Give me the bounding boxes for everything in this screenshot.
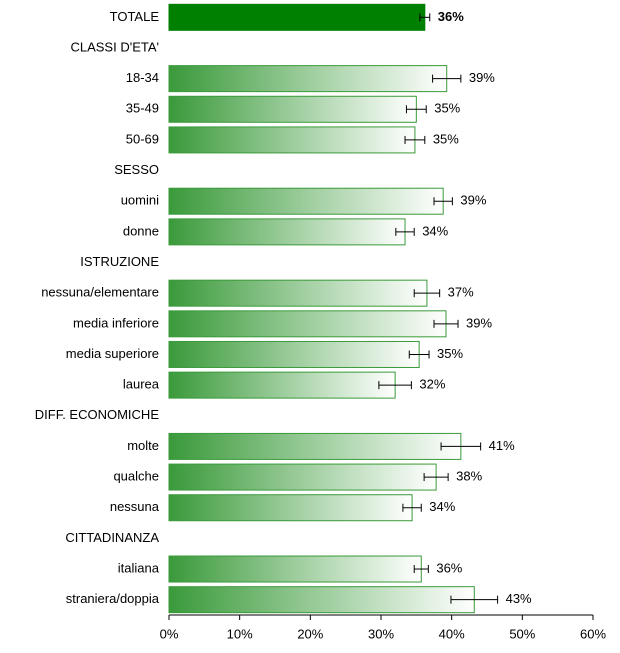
- value-label: 38%: [456, 469, 482, 484]
- y-tick-label: SESSO: [114, 162, 159, 177]
- x-tick-label: 60%: [580, 626, 606, 641]
- value-label: 35%: [434, 101, 460, 116]
- value-label: 32%: [419, 377, 445, 392]
- y-tick-label: TOTALE: [110, 9, 160, 24]
- error-bar: [402, 503, 422, 512]
- bar: [168, 432, 462, 460]
- x-tick-label: 40%: [439, 626, 465, 641]
- bar: [168, 371, 396, 399]
- bar: [168, 494, 413, 522]
- bar: [168, 586, 475, 614]
- value-label: 39%: [469, 70, 495, 85]
- value-label: 36%: [436, 560, 462, 575]
- error-bar: [408, 350, 430, 359]
- bar: [168, 187, 444, 215]
- value-label: 41%: [489, 438, 515, 453]
- y-tick-label: italiana: [118, 560, 160, 575]
- error-bar: [432, 74, 462, 83]
- error-bar: [433, 197, 453, 206]
- y-tick-label: donne: [123, 223, 159, 238]
- error-bar: [378, 381, 412, 390]
- value-label: 34%: [422, 223, 448, 238]
- x-tick-label: 50%: [509, 626, 535, 641]
- x-tick-label: 30%: [368, 626, 394, 641]
- value-label: 37%: [448, 285, 474, 300]
- y-tick-label: DIFF. ECONOMICHE: [35, 407, 160, 422]
- y-tick-label: laurea: [123, 377, 160, 392]
- bar: [168, 463, 437, 491]
- error-bar: [413, 565, 429, 574]
- bar: [168, 3, 426, 31]
- y-tick-label: nessuna/elementare: [41, 285, 159, 300]
- y-tick-label: molte: [127, 438, 159, 453]
- bar: [168, 340, 420, 368]
- bar: [168, 95, 417, 123]
- x-tick-label: 0%: [160, 626, 179, 641]
- y-tick-label: 50-69: [126, 131, 159, 146]
- bar: [168, 218, 406, 246]
- y-tick-label: nessuna: [110, 499, 160, 514]
- x-tick-label: 10%: [227, 626, 253, 641]
- value-label: 35%: [433, 131, 459, 146]
- bar: [168, 279, 428, 307]
- value-label: 35%: [437, 346, 463, 361]
- bar: [168, 126, 416, 154]
- y-tick-label: CITTADINANZA: [65, 530, 159, 545]
- error-bar: [413, 289, 441, 298]
- error-bar: [433, 319, 459, 328]
- y-tick-label: CLASSI D'ETA': [70, 39, 159, 54]
- y-tick-label: straniera/doppia: [66, 591, 160, 606]
- error-bar: [450, 595, 499, 604]
- y-tick-label: 18-34: [126, 70, 159, 85]
- value-label: 39%: [460, 193, 486, 208]
- x-tick-label: 20%: [297, 626, 323, 641]
- y-tick-label: media inferiore: [73, 315, 159, 330]
- bar: [168, 555, 422, 583]
- error-bar: [395, 227, 415, 236]
- y-tick-label: 35-49: [126, 101, 159, 116]
- value-label: 39%: [466, 315, 492, 330]
- y-tick-label: media superiore: [66, 346, 159, 361]
- value-label: 43%: [506, 591, 532, 606]
- y-tick-label: qualche: [113, 469, 159, 484]
- error-bar: [405, 105, 427, 114]
- error-bar: [404, 135, 426, 144]
- error-bar: [440, 442, 482, 451]
- value-label: 36%: [438, 9, 464, 24]
- bar: [168, 65, 448, 93]
- bar: [168, 310, 447, 338]
- y-tick-label: uomini: [121, 193, 159, 208]
- error-bar: [419, 13, 431, 22]
- y-tick-label: ISTRUZIONE: [80, 254, 159, 269]
- error-bar: [423, 473, 449, 482]
- value-label: 34%: [429, 499, 455, 514]
